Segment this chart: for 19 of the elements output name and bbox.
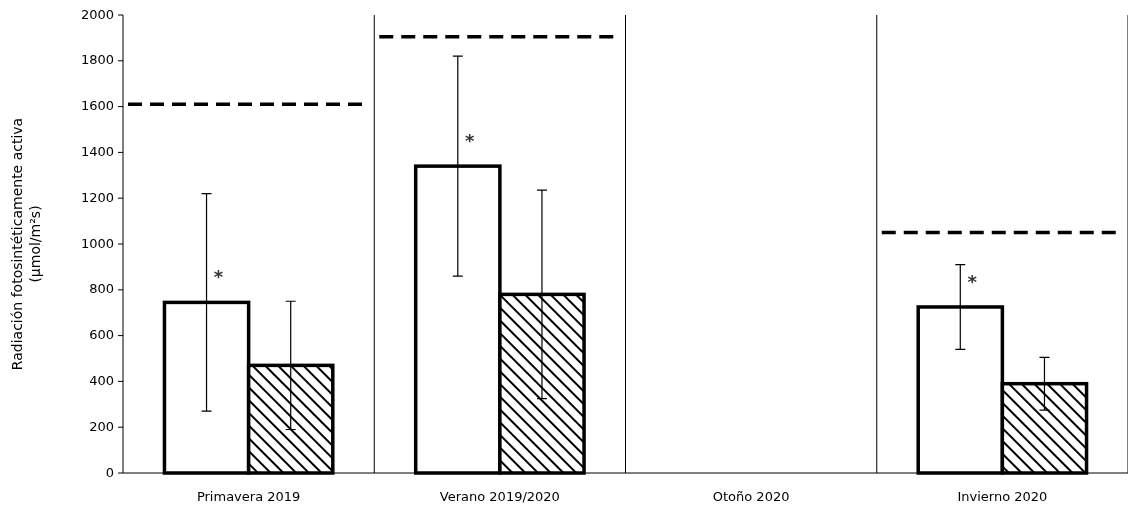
x-tick-label: Primavera 2019 [196, 489, 301, 504]
x-tick-label: Otoño 2020 [712, 489, 790, 504]
x-tick-label: Verano 2019/2020 [439, 489, 560, 504]
y-tick-label: 2000 [80, 6, 114, 22]
y-tick-label: 1800 [80, 52, 114, 68]
y-tick-label: 200 [89, 418, 114, 434]
y-tick-label: 1400 [80, 143, 114, 159]
y-tick-label: 800 [89, 281, 114, 297]
annotation: * [967, 270, 978, 292]
y-tick-label: 1000 [80, 235, 114, 251]
y-tick-label: 0 [105, 464, 114, 480]
y-axis-title: Radiación fotosintéticamente activa (µmol/m²s) [9, 117, 43, 371]
y-tick-label: 1600 [80, 98, 114, 114]
y-tick-label: 1200 [80, 189, 114, 205]
annotation: * [465, 130, 476, 152]
y-tick-label: 400 [89, 372, 114, 388]
annotation: * [213, 266, 224, 288]
y-tick-label: 600 [89, 327, 114, 343]
x-tick-label: Invierno 2020 [957, 489, 1048, 504]
